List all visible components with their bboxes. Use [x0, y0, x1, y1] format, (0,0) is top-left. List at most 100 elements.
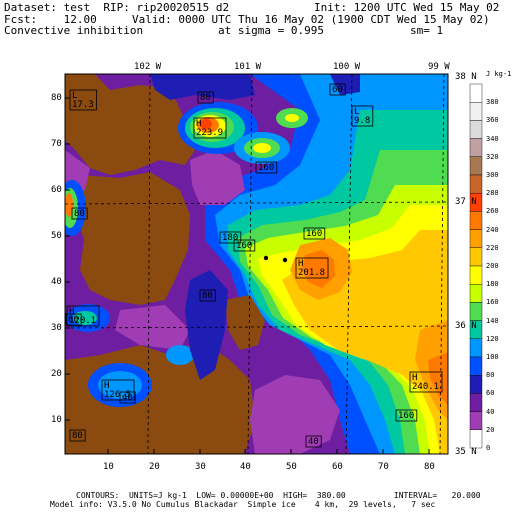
- svg-text:80: 80: [202, 291, 213, 301]
- contour-value-label: 80: [199, 289, 216, 302]
- svg-text:40: 40: [122, 393, 133, 403]
- svg-text:240.1: 240.1: [412, 382, 439, 392]
- station-point: [263, 255, 269, 261]
- svg-text:201.8: 201.8: [298, 268, 325, 278]
- lat-label-37n: 37 N: [455, 197, 477, 207]
- colorbar-swatch: [469, 229, 483, 249]
- contour-info: CONTOURS: UNITS=J kg-1 LOW= 0.00000E+00 …: [76, 491, 481, 500]
- x-tick-40: 40: [240, 462, 251, 472]
- shade-0-south-mid: [225, 295, 265, 350]
- x-tick-60: 60: [332, 462, 343, 472]
- svg-text:L: L: [354, 107, 359, 117]
- shade-20-patches: [190, 150, 245, 205]
- svg-text:9.8: 9.8: [354, 116, 370, 126]
- shade-240-east-b: [428, 352, 448, 405]
- colorbar-swatch: [469, 284, 483, 303]
- y-tick-60: 60: [51, 185, 62, 195]
- lat-label-36n: 36 N: [455, 321, 477, 331]
- colorbar-level-label: 260: [486, 207, 499, 216]
- contour-value-label: 80: [197, 91, 214, 104]
- contour-value-label: 160: [255, 161, 278, 174]
- filled-contours: [65, 74, 448, 454]
- colorbar-level-label: 160: [486, 298, 499, 307]
- colorbar-swatch: [469, 338, 483, 358]
- shade-0-west-central: [75, 172, 190, 305]
- colorbar-swatch: [469, 120, 483, 139]
- shade-20-patches-d: [250, 375, 340, 454]
- colorbar-level-label: 140: [486, 316, 499, 325]
- colorbar-level-label: 340: [486, 134, 499, 143]
- contour-value-label: 180: [219, 231, 242, 244]
- low-label: L17.3: [69, 89, 97, 111]
- colorbar: [469, 83, 483, 449]
- colorbar-level-label: 200: [486, 262, 499, 270]
- init-time: Init: 1200 UTC Wed 15 May 02: [314, 1, 500, 14]
- svg-text:80: 80: [68, 315, 79, 325]
- svg-text:120.1: 120.1: [69, 316, 96, 326]
- plot-frame: [64, 73, 449, 455]
- y-tick-50: 50: [51, 231, 62, 241]
- shade-40-nw: [150, 74, 255, 100]
- colorbar-unit: J kg-1: [486, 70, 512, 78]
- svg-text:H: H: [412, 373, 417, 383]
- contour-value-label: 80: [71, 207, 88, 220]
- s-blob: [166, 345, 194, 365]
- colorbar-level-label: 360: [486, 116, 499, 125]
- forecast-hour: Fcst: 12.00: [4, 13, 97, 26]
- y-tick-30: 30: [51, 323, 62, 333]
- colorbar-level-label: 0: [486, 444, 491, 452]
- y-tick-80: 80: [51, 93, 62, 103]
- svg-text:H: H: [196, 119, 201, 129]
- colorbar-swatch: [469, 247, 483, 267]
- x-tick-30: 30: [195, 462, 206, 472]
- contour-value-label: 160: [395, 409, 418, 422]
- svg-text:17.3: 17.3: [72, 100, 94, 110]
- contour-value-label: 80: [69, 429, 86, 442]
- colorbar-swatch: [469, 411, 483, 431]
- shade-240-east: [302, 250, 335, 288]
- shade-0-west-north: [65, 74, 195, 175]
- lon-label-102w: 102 W: [134, 62, 162, 72]
- svg-text:H: H: [69, 307, 74, 317]
- contour-value-label: 40: [119, 391, 136, 404]
- svg-text:223.9: 223.9: [196, 128, 223, 138]
- svg-text:160: 160: [258, 163, 274, 173]
- shade-20-patches-c: [115, 305, 190, 350]
- graticule: [64, 73, 449, 455]
- svg-text:80: 80: [200, 93, 211, 103]
- colorbar-level-label: 320: [486, 152, 499, 161]
- model-info: Model info: V3.5.0 No Cumulus Blackadar …: [50, 500, 436, 509]
- w-high-shade-inner: [73, 311, 97, 325]
- nw-intense-feature: [178, 102, 308, 164]
- x-tick-70: 70: [378, 462, 389, 472]
- colorbar-swatch: [469, 83, 483, 103]
- colorbar-swatch: [469, 302, 483, 321]
- y-tick-70: 70: [51, 139, 62, 149]
- colorbar-swatch: [469, 356, 483, 376]
- x-tick-50: 50: [286, 462, 297, 472]
- shade-40-mid: [185, 270, 228, 380]
- colorbar-level-label: 20: [486, 425, 495, 434]
- station-point: [282, 257, 288, 263]
- colorbar-level-label: 300: [486, 171, 499, 179]
- lat-label-35n: 35 N: [455, 447, 477, 457]
- svg-text:60: 60: [332, 85, 343, 95]
- x-tick-20: 20: [149, 462, 160, 472]
- colorbar-swatch: [469, 156, 483, 176]
- svg-text:180: 180: [222, 233, 238, 243]
- lon-label-99w: 99 W: [428, 62, 450, 72]
- svg-text:40: 40: [308, 437, 319, 447]
- svg-text:160: 160: [236, 241, 252, 251]
- contour-value-label: 40: [305, 435, 322, 448]
- colorbar-swatch: [469, 138, 483, 158]
- sigma-level: at sigma = 0.995: [218, 24, 324, 37]
- smoothing: sm= 1: [410, 24, 444, 37]
- dataset-label: Dataset: test RIP: rip20020515 d2: [4, 1, 230, 14]
- field-name: Convective inhibition: [4, 24, 144, 37]
- contour-value-label: 60: [329, 83, 346, 96]
- colorbar-swatch: [469, 265, 483, 285]
- colorbar-level-label: 220: [486, 243, 499, 252]
- colorbar-level-label: 180: [486, 280, 499, 289]
